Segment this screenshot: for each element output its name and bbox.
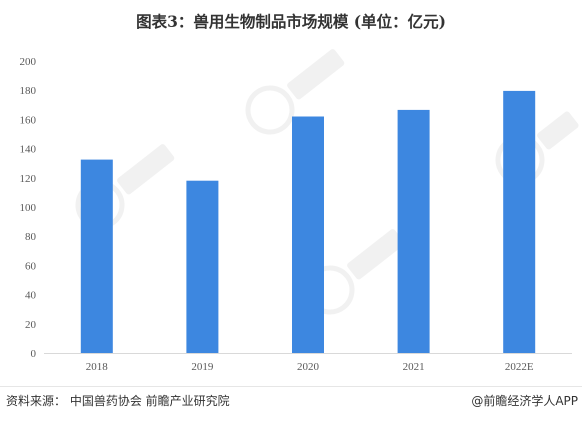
bar-2018 xyxy=(80,159,113,353)
x-tick-label: 2020 xyxy=(297,361,320,373)
bar-2021 xyxy=(397,109,430,354)
bar-2020 xyxy=(292,116,324,353)
y-axis: 0 20 40 60 80 100 120 140 160 180 200 xyxy=(20,56,572,360)
x-axis: 2018 2019 2020 2021 2022E xyxy=(86,361,534,373)
source-note: 资料来源： 中国兽药协会 前瞻产业研究院 xyxy=(6,394,230,408)
y-tick-label: 100 xyxy=(20,202,37,214)
y-tick-label: 40 xyxy=(25,290,37,302)
footer-divider xyxy=(0,386,582,387)
bar-2022E xyxy=(503,90,536,354)
credit-note: @前瞻经济学人APP xyxy=(471,394,578,408)
y-tick-label: 140 xyxy=(20,144,37,156)
y-tick-label: 180 xyxy=(20,85,37,97)
y-tick-label: 60 xyxy=(25,260,37,272)
y-tick-label: 0 xyxy=(31,348,37,360)
bar-2019 xyxy=(186,180,219,353)
x-tick-label: 2021 xyxy=(403,361,425,373)
chart-title: 图表3：兽用生物制品市场规模 (单位：亿元) xyxy=(136,12,446,31)
bar-chart: 0 20 40 60 80 100 120 140 160 180 200 2018 2019 2020… xyxy=(20,49,579,373)
y-tick-label: 160 xyxy=(20,114,37,126)
bar-series xyxy=(80,90,536,354)
y-tick-label: 200 xyxy=(20,56,37,68)
watermark-layer xyxy=(75,49,579,315)
x-tick-label: 2019 xyxy=(191,361,214,373)
y-tick-label: 20 xyxy=(25,319,37,331)
y-tick-label: 80 xyxy=(25,231,37,243)
x-tick-label: 2022E xyxy=(505,361,534,373)
y-tick-label: 120 xyxy=(20,173,37,185)
x-tick-label: 2018 xyxy=(86,361,109,373)
